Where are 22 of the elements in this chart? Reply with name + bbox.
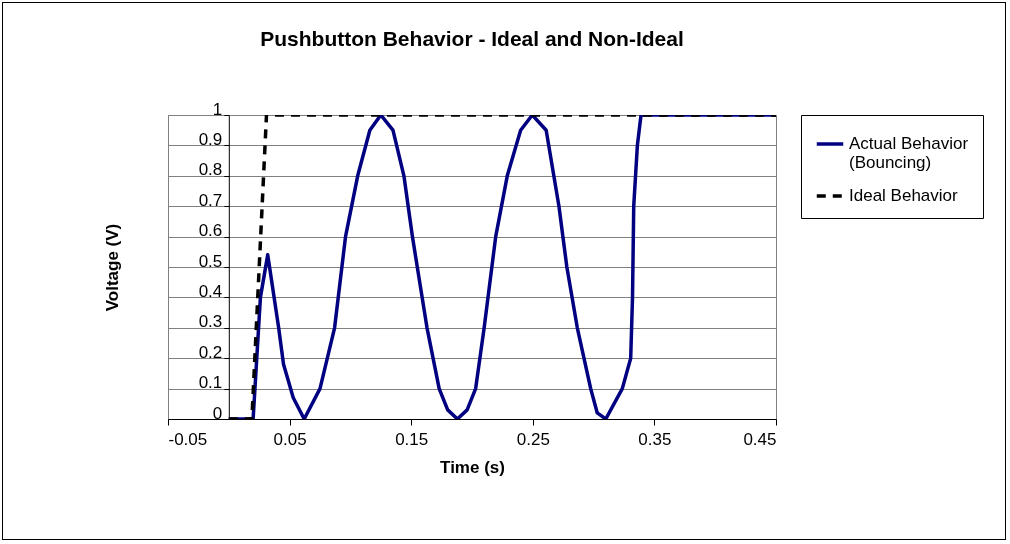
y-tick-label: 0.6 (198, 221, 223, 241)
x-tick-label: -0.05 (168, 429, 208, 449)
x-tick-label: 0.25 (516, 429, 550, 449)
y-tick-label: 0.4 (198, 281, 223, 301)
x-axis-title: Time (s) (440, 457, 505, 477)
y-tick-label: 0.8 (198, 160, 223, 180)
y-tick-label: 0.5 (198, 251, 223, 271)
y-axis-title: Voltage (V) (102, 223, 122, 312)
legend-label: Ideal Behavior (849, 186, 959, 205)
y-tick-label: 0 (212, 403, 223, 423)
x-tick-label: 0.15 (395, 429, 429, 449)
chart-title: Pushbutton Behavior - Ideal and Non-Ideal (260, 27, 684, 50)
legend-label: Actual Behavior (Bouncing) (849, 134, 969, 172)
y-tick-label: 0.9 (198, 129, 223, 149)
y-tick-label: 1 (212, 99, 223, 119)
y-tick-label: 0.3 (198, 312, 223, 332)
x-tick-label: 0.35 (638, 429, 672, 449)
x-tick-label: 0.05 (273, 429, 307, 449)
y-tick-label: 0.1 (198, 373, 223, 393)
y-tick-label: 0.2 (198, 342, 223, 362)
y-tick-label: 0.7 (198, 190, 223, 210)
x-tick-label: 0.45 (743, 429, 777, 449)
